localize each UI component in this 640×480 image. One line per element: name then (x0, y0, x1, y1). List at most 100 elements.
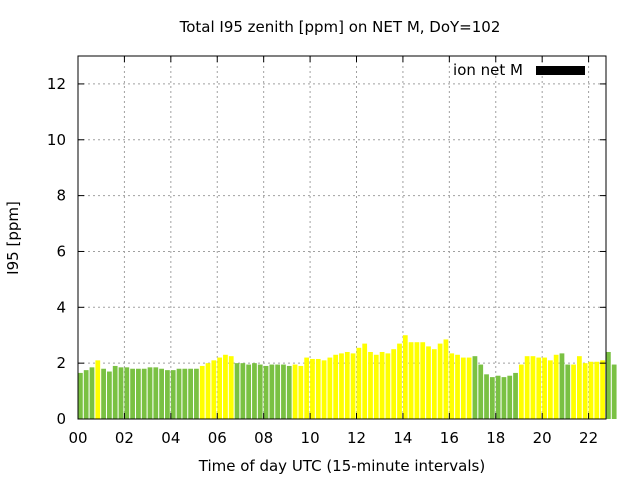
bar (281, 364, 286, 419)
bar (524, 356, 530, 419)
bar (257, 364, 263, 419)
bar (286, 365, 292, 419)
x-axis-label: Time of day UTC (15-minute intervals) (198, 457, 485, 475)
y-axis-label: I95 [ppm] (4, 201, 22, 275)
bar (495, 375, 501, 419)
bar (478, 364, 484, 419)
y-tick-label: 2 (56, 354, 66, 372)
bar (437, 343, 443, 419)
bar (327, 357, 333, 419)
bar (402, 335, 408, 419)
x-tick-label: 22 (579, 429, 598, 447)
bar (205, 363, 211, 419)
bar (507, 375, 513, 419)
bar (292, 364, 298, 419)
bar (426, 346, 431, 419)
bar (501, 377, 507, 419)
bar (298, 365, 304, 419)
bar (95, 360, 101, 419)
x-tick-label: 14 (393, 429, 412, 447)
bar (582, 363, 588, 419)
bar (356, 347, 362, 419)
y-tick-label: 6 (56, 242, 66, 260)
bar (101, 368, 106, 419)
bar (565, 364, 571, 419)
bar (165, 370, 170, 419)
legend-label: ion net M (453, 61, 523, 79)
bar (223, 354, 228, 419)
x-tick-label: 20 (533, 429, 552, 447)
x-tick-label: 08 (254, 429, 273, 447)
y-tick-label: 8 (56, 187, 66, 205)
bar (385, 353, 391, 419)
bar (489, 377, 495, 419)
bar (78, 372, 83, 419)
bar (240, 363, 246, 419)
bar (600, 360, 605, 419)
bar (466, 357, 472, 419)
chart-title: Total I95 zenith [ppm] on NET M, DoY=102 (179, 18, 501, 36)
bar (333, 354, 339, 419)
bar (472, 356, 478, 419)
bar (112, 365, 118, 419)
bar (217, 357, 223, 419)
bar (234, 363, 240, 419)
bar (124, 367, 130, 419)
bar (344, 351, 350, 419)
bar (513, 372, 518, 419)
legend: ion net M (453, 61, 585, 79)
bar (576, 356, 582, 419)
y-tick-label: 10 (47, 131, 66, 149)
bar (553, 354, 559, 419)
x-tick-label: 00 (68, 429, 87, 447)
bar (443, 339, 449, 419)
bar (547, 360, 553, 419)
x-tick-label: 06 (208, 429, 227, 447)
bar (559, 353, 565, 419)
bar (460, 357, 466, 419)
x-tick-labels: 00 02 04 06 08 10 12 14 16 18 20 22 (68, 429, 598, 447)
bar (269, 364, 275, 419)
y-tick-label: 12 (47, 75, 66, 93)
bar (571, 364, 576, 419)
bar (431, 349, 437, 419)
bar (136, 368, 141, 419)
bar (141, 368, 147, 419)
bar (118, 367, 124, 419)
x-tick-label: 10 (301, 429, 320, 447)
bar (594, 361, 600, 419)
bar (315, 358, 321, 419)
bar (275, 364, 281, 419)
y-tick-labels: 0 2 4 6 8 10 12 (47, 75, 66, 428)
bar (199, 365, 205, 419)
bar (339, 353, 344, 419)
bar (611, 364, 617, 419)
bar (263, 365, 269, 419)
bar (373, 354, 379, 419)
bar (304, 357, 310, 419)
bar (107, 371, 112, 419)
bar (368, 351, 373, 419)
bar (414, 342, 420, 419)
bar (182, 368, 188, 419)
bars-group (78, 335, 617, 419)
bar (194, 368, 199, 419)
y-tick-label: 4 (56, 298, 66, 316)
bar (83, 370, 89, 419)
bar (252, 363, 257, 419)
x-tick-label: 18 (486, 429, 505, 447)
bar (455, 354, 460, 419)
x-tick-label: 16 (440, 429, 459, 447)
bar (159, 368, 164, 419)
bar (246, 364, 252, 419)
bar (89, 367, 95, 419)
bar (362, 343, 368, 419)
bar (530, 356, 536, 419)
bar (130, 368, 135, 419)
bar (350, 353, 356, 419)
bar (484, 374, 489, 419)
bar (211, 360, 217, 419)
grid-lines (78, 56, 606, 419)
bar (518, 364, 524, 419)
